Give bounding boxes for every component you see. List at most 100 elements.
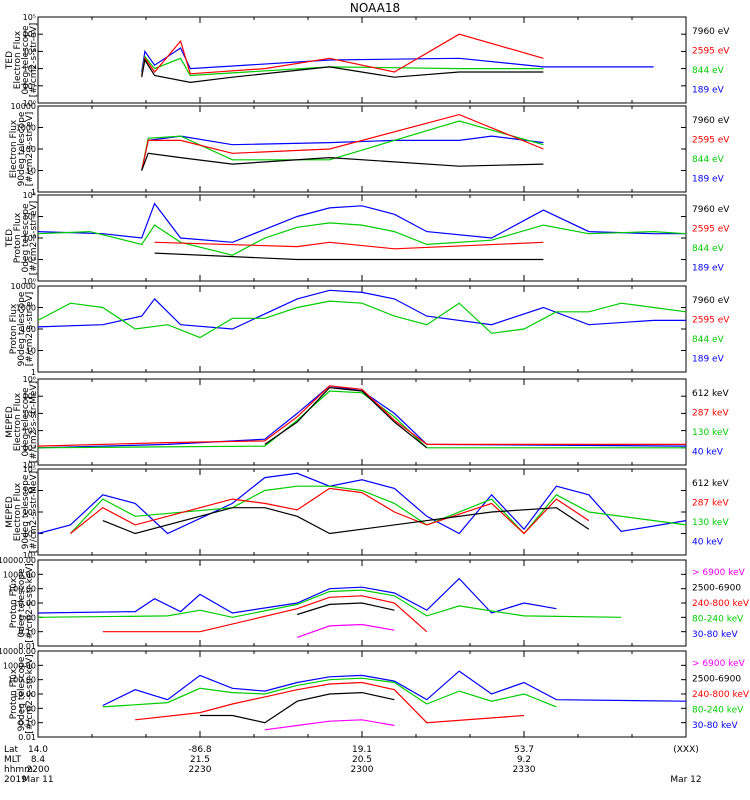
x-tick-label: (XXX)	[673, 745, 699, 755]
x-row-label: hhmm	[4, 765, 33, 775]
legend-entry: 130 keV	[692, 518, 729, 528]
y-axis-label: [#/cm2-s-str-eV]	[25, 112, 35, 187]
y-tick-label: 10¹	[23, 461, 36, 470]
legend-entry: 287 keV	[692, 498, 729, 508]
y-axis-label: 90deg telescope	[17, 656, 27, 731]
y-tick-label: 10000	[11, 282, 36, 291]
legend-entry: 7960 eV	[692, 205, 730, 215]
y-tick-label: 1000.00	[3, 661, 36, 670]
y-axis-label: MEPED	[5, 406, 15, 438]
series-line-3	[141, 152, 544, 171]
y-axis-label: [#/cm2-s-str-keV]	[25, 563, 35, 642]
y-tick-label: 100.00	[8, 585, 36, 594]
x-tick-label: 2230	[189, 765, 212, 775]
y-tick-label: 10⁵	[23, 465, 36, 474]
series-line-2	[135, 681, 525, 724]
series-line-0	[37, 577, 557, 614]
series-line-0	[37, 202, 686, 243]
y-tick-label: 100	[21, 325, 36, 334]
series-line-1	[37, 390, 686, 449]
series-line-1	[37, 589, 622, 618]
y-tick-label: 0.10	[18, 628, 36, 637]
series-line-3	[141, 58, 544, 84]
legend-entry: 612 keV	[692, 389, 729, 399]
series-line-1	[37, 222, 687, 256]
legend-entry: > 6900 keV	[692, 568, 746, 578]
y-axis-label: [#/cm2-s-str-keV]	[25, 654, 35, 733]
y-tick-label: 1	[31, 368, 36, 377]
y-tick-label: 10⁵	[23, 13, 36, 22]
y-tick-label: 1.00	[18, 613, 36, 622]
series-line-1	[69, 485, 687, 535]
series-line-2	[154, 241, 544, 250]
series-line-2	[141, 33, 544, 76]
y-tick-label: 10⁴	[23, 30, 36, 39]
x-tick-label: 53.7	[514, 745, 534, 755]
y-axis-label: [#/cm2-s-str-eV]	[29, 23, 39, 98]
legend-entry: 7960 eV	[692, 27, 730, 37]
y-tick-label: 0.10	[18, 719, 36, 728]
y-axis-label: Electron Flux	[13, 482, 23, 541]
legend-entry: 30-80 keV	[692, 630, 738, 640]
legend-entry: 612 keV	[692, 479, 729, 489]
y-tick-label: 10.00	[13, 599, 36, 608]
legend-entry: 240-800 keV	[692, 690, 750, 700]
y-tick-label: 10⁶	[23, 375, 36, 384]
legend-entry: 2595 eV	[692, 46, 730, 56]
x-tick-label: 2330	[513, 765, 536, 775]
x-row-label: Lat	[4, 745, 19, 755]
y-axis-label: 0deg telescope	[21, 203, 31, 273]
series-line-1	[37, 300, 687, 339]
legend-entry: 2500-6900	[692, 583, 741, 593]
series-line-1	[102, 677, 557, 708]
legend-entry: 844 eV	[692, 244, 725, 254]
legend-entry: 287 keV	[692, 408, 729, 418]
y-tick-label: 10⁴	[23, 191, 36, 200]
x-tick-label: 9.2	[517, 755, 531, 765]
x-tick-label: 14.0	[28, 745, 48, 755]
series-line-1	[141, 55, 544, 77]
y-tick-label: 10³	[23, 508, 36, 517]
y-axis-label: [#/cm2-s-str-MeV]	[29, 381, 39, 463]
legend-entry: 2595 eV	[692, 315, 730, 325]
y-tick-label: 100.00	[8, 676, 36, 685]
panel-frame-4	[37, 378, 687, 466]
legend-entry: 240-800 keV	[692, 599, 750, 609]
y-axis-label: Electron Flux	[9, 119, 19, 178]
x-tick-label: -86.8	[188, 745, 212, 755]
y-tick-label: 10¹	[23, 551, 36, 560]
panel-frame-7	[37, 650, 687, 738]
y-tick-label: 10²	[23, 444, 36, 453]
x-tick-label: 2200	[27, 765, 50, 775]
y-tick-label: 10000.00	[0, 556, 36, 565]
y-axis-label: TED	[5, 51, 15, 70]
legend-entry: 2595 eV	[692, 224, 730, 234]
x-tick-label: Mar 11	[22, 775, 53, 785]
panel-frame-1	[37, 105, 687, 193]
y-tick-label: 1	[31, 188, 36, 197]
y-tick-label: 10³	[23, 427, 36, 436]
series-line-3	[102, 507, 590, 535]
series-line-3	[154, 252, 544, 261]
panel-frame-2	[37, 194, 687, 282]
legend-entry: 80-240 keV	[692, 615, 744, 625]
x-tick-label: 8.4	[31, 755, 46, 765]
x-tick-label: Mar 12	[670, 775, 701, 785]
y-tick-label: 1.00	[18, 704, 36, 713]
y-axis-label: Proton Flux	[9, 577, 19, 628]
y-tick-label: 1000	[16, 124, 36, 133]
legend-entry: > 6900 keV	[692, 659, 746, 669]
y-tick-label: 10.00	[13, 690, 36, 699]
series-line-2	[141, 113, 544, 171]
series-line-0	[37, 289, 686, 330]
legend-entry: 189 eV	[692, 85, 725, 95]
x-tick-label: 20.5	[352, 755, 372, 765]
legend-entry: 30-80 keV	[692, 721, 738, 731]
y-tick-label: 0.01	[18, 733, 36, 742]
y-tick-label: 10³	[23, 47, 36, 56]
legend-entry: 130 keV	[692, 428, 729, 438]
y-tick-label: 10	[26, 167, 36, 176]
legend-entry: 7960 eV	[692, 296, 730, 306]
y-axis-label: Proton Flux	[13, 212, 23, 263]
